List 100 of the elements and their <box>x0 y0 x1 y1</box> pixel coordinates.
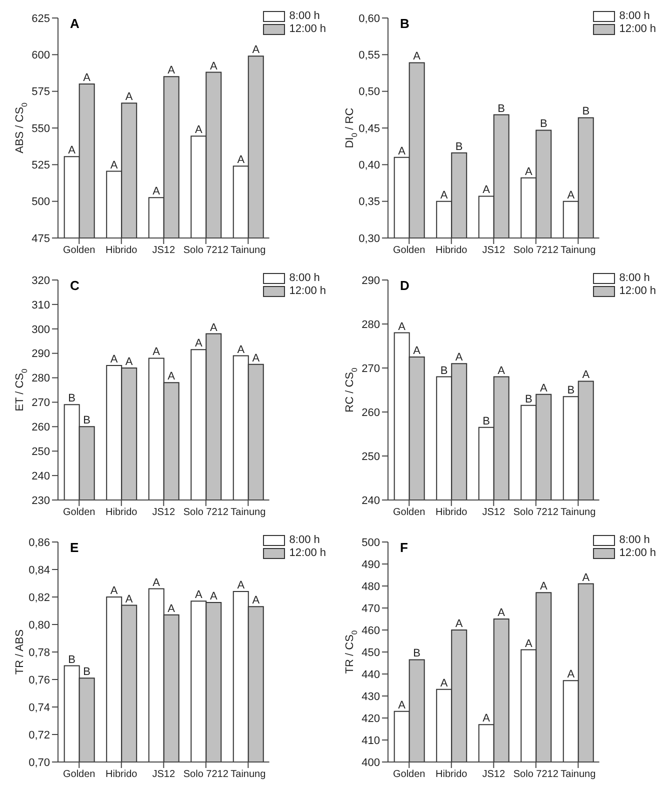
x-tick-label: Solo 7212 <box>513 245 559 256</box>
data-label: A <box>152 186 161 198</box>
data-label: A <box>413 345 422 357</box>
y-tick-label: 0,40 <box>358 160 380 172</box>
y-tick-label: 475 <box>32 232 50 245</box>
y-tick-label: 550 <box>32 122 50 135</box>
x-tick-label: JS12 <box>482 507 506 518</box>
x-tick-label: Golden <box>393 769 426 780</box>
x-tick-label: JS12 <box>152 507 176 518</box>
data-label: A <box>524 638 533 650</box>
x-tick-label: Tainung <box>560 245 596 256</box>
data-label: A <box>252 44 260 56</box>
data-label: A <box>540 382 548 394</box>
y-tick-label: 260 <box>32 422 50 434</box>
data-label: A <box>482 712 491 725</box>
y-tick-label: 0,60 <box>358 12 380 25</box>
y-tick-label: 280 <box>362 318 380 331</box>
x-tick-label: JS12 <box>482 245 506 256</box>
x-tick-label: Solo 7212 <box>513 507 559 518</box>
data-label: A <box>110 159 118 172</box>
data-label: A <box>168 64 176 77</box>
data-label: A <box>237 154 246 166</box>
chart-title: D <box>400 278 410 293</box>
data-label: B <box>524 393 532 406</box>
x-tick-label: Hibrido <box>436 245 468 256</box>
y-tick-label: 0,70 <box>28 756 50 769</box>
x-tick-label: Tainung <box>230 507 266 518</box>
chart-title: C <box>70 278 80 293</box>
data-label: A <box>168 370 176 383</box>
y-tick-label: 490 <box>362 558 380 571</box>
data-label: A <box>110 585 118 597</box>
legend-label: 12:00 h <box>619 285 656 298</box>
data-label: A <box>110 354 118 366</box>
data-label: A <box>582 369 590 382</box>
data-label: A <box>252 594 260 607</box>
y-tick-label: 0,35 <box>358 196 380 208</box>
chart-title: B <box>400 16 410 31</box>
legend-label: 12:00 h <box>619 23 656 36</box>
y-tick-label: 290 <box>32 348 50 360</box>
y-tick-label: 0,76 <box>28 674 50 686</box>
x-tick-label: Hibrido <box>106 507 138 518</box>
data-label: B <box>83 414 91 427</box>
legend-label: 12:00 h <box>289 23 326 36</box>
x-tick-label: Tainung <box>230 245 266 256</box>
y-tick-label: 470 <box>362 602 380 615</box>
y-tick-label: 460 <box>362 624 380 637</box>
legend-label: 8:00 h <box>619 534 650 547</box>
data-label: B <box>413 648 421 660</box>
y-tick-label: 270 <box>362 362 380 375</box>
legend-label: 12:00 h <box>289 285 326 298</box>
y-tick-label: 0,80 <box>28 619 50 632</box>
data-label: A <box>582 572 590 584</box>
x-tick-label: Hibrido <box>106 245 138 256</box>
x-tick-label: JS12 <box>152 769 176 780</box>
y-tick-label: 0,50 <box>358 86 380 98</box>
data-label: A <box>252 352 260 364</box>
data-label: A <box>455 618 464 630</box>
data-label: A <box>194 589 203 602</box>
x-tick-label: Golden <box>63 245 96 256</box>
data-label: B <box>68 654 76 666</box>
y-tick-label: 525 <box>32 160 50 172</box>
y-tick-label: 250 <box>32 446 50 458</box>
data-label: A <box>152 346 161 358</box>
y-tick-label: 0,78 <box>28 646 50 659</box>
y-tick-label: 0,82 <box>28 592 50 604</box>
data-label: A <box>498 607 506 619</box>
data-label: A <box>524 166 533 178</box>
x-tick-label: JS12 <box>482 769 506 780</box>
legend-label: 8:00 h <box>289 272 320 285</box>
data-label: B <box>567 384 575 397</box>
chart-title: A <box>70 16 80 31</box>
y-tick-label: 625 <box>32 12 50 25</box>
data-label: B <box>83 666 91 678</box>
x-tick-label: Golden <box>63 507 96 518</box>
x-tick-label: Tainung <box>560 769 596 780</box>
data-label: A <box>398 145 406 158</box>
x-tick-label: Solo 7212 <box>183 245 229 256</box>
y-tick-label: 0,55 <box>358 50 380 62</box>
x-tick-label: Golden <box>393 245 426 256</box>
y-tick-label: 250 <box>362 450 380 463</box>
data-label: A <box>398 320 406 333</box>
y-tick-label: 270 <box>32 397 50 410</box>
data-label: A <box>567 668 576 681</box>
x-tick-label: Golden <box>393 507 426 518</box>
legend-label: 12:00 h <box>289 547 326 560</box>
data-label: B <box>455 140 463 153</box>
data-label: A <box>455 352 464 364</box>
data-label: A <box>194 338 203 350</box>
data-label: A <box>210 322 218 334</box>
chart-title: E <box>70 540 79 555</box>
data-label: A <box>237 344 246 356</box>
data-label: B <box>68 392 76 405</box>
data-label: A <box>540 580 548 593</box>
legend-label: 12:00 h <box>619 547 656 560</box>
data-label: B <box>582 106 590 118</box>
y-tick-label: 0,74 <box>28 702 50 714</box>
y-tick-label: 290 <box>362 274 380 287</box>
data-label: A <box>125 91 134 104</box>
data-label: A <box>440 677 448 690</box>
x-tick-label: Solo 7212 <box>183 769 229 780</box>
